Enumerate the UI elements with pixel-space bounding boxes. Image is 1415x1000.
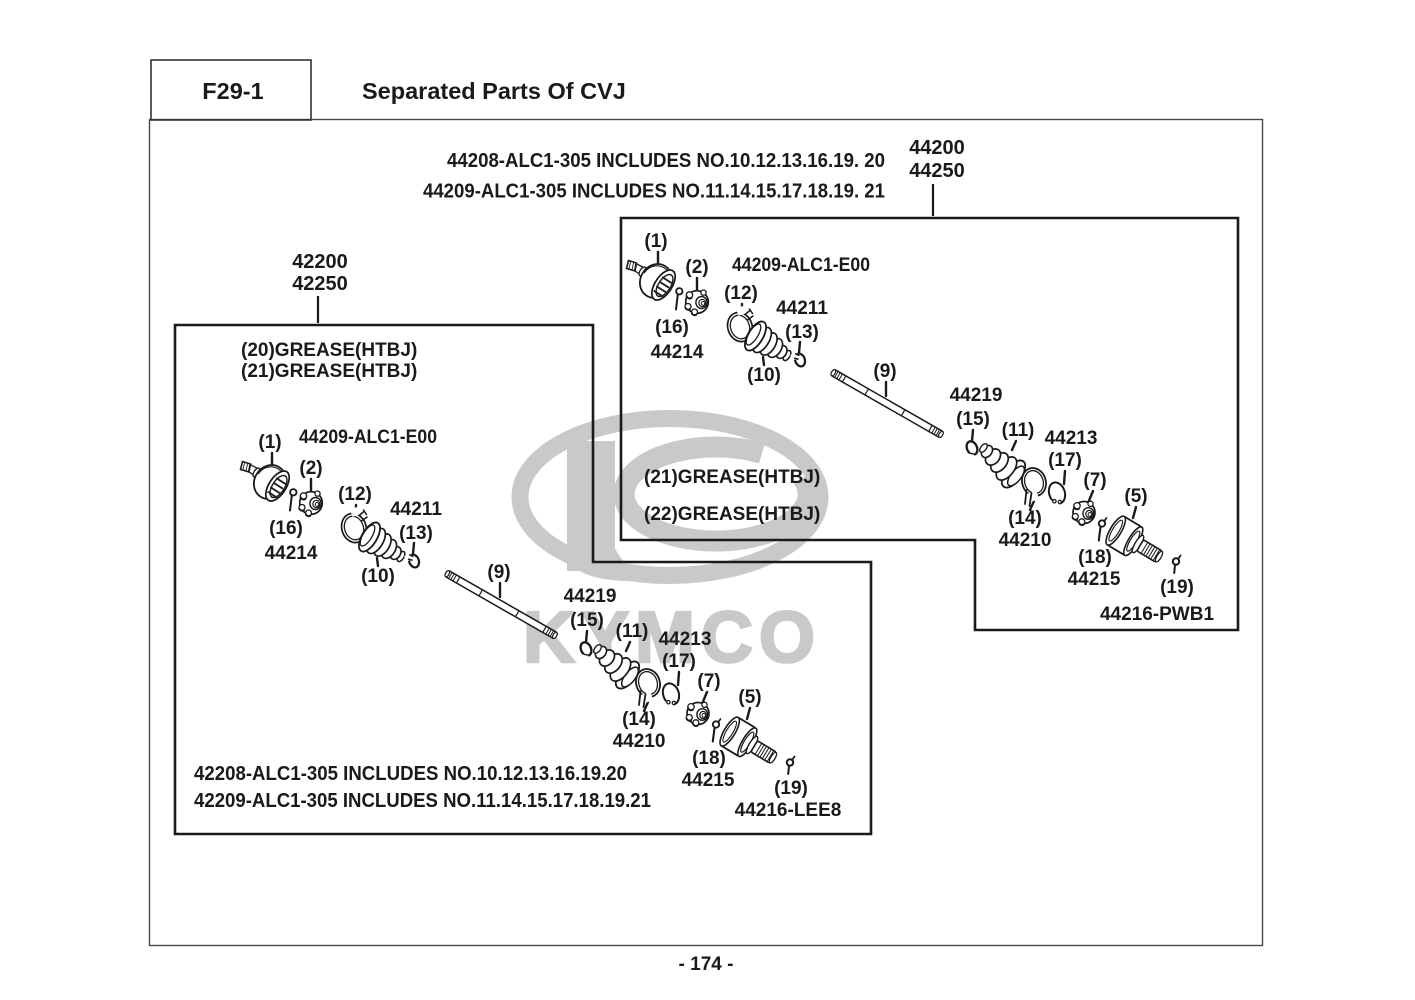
svg-text:44209-ALC1-E00: 44209-ALC1-E00 [299, 427, 437, 448]
svg-text:(21)GREASE(HTBJ): (21)GREASE(HTBJ) [644, 467, 820, 488]
svg-text:42200: 42200 [292, 251, 348, 273]
svg-text:(20)GREASE(HTBJ): (20)GREASE(HTBJ) [241, 340, 417, 361]
svg-text:44216-LEE8: 44216-LEE8 [735, 800, 842, 821]
svg-text:44200: 44200 [909, 137, 965, 159]
svg-text:44209-ALC1-E00: 44209-ALC1-E00 [732, 255, 870, 276]
svg-text:42250: 42250 [292, 273, 348, 295]
svg-text:- 174 -: - 174 - [679, 954, 734, 975]
svg-text:42209-ALC1-305 INCLUDES NO.11.: 42209-ALC1-305 INCLUDES NO.11.14.15.17.1… [194, 790, 651, 812]
svg-text:F29-1: F29-1 [202, 78, 263, 104]
svg-text:44208-ALC1-305 INCLUDES NO.1: 44208-ALC1-305 INCLUDES NO.10.12.13.16.1… [447, 150, 885, 172]
svg-text:(22)GREASE(HTBJ): (22)GREASE(HTBJ) [644, 504, 820, 525]
svg-text:(21)GREASE(HTBJ): (21)GREASE(HTBJ) [241, 361, 417, 382]
svg-text:44209-ALC1-305 INCLUDES NO.1: 44209-ALC1-305 INCLUDES NO.11.14.15.17.1… [423, 181, 885, 203]
svg-text:42208-ALC1-305 INCLUDES NO.10.: 42208-ALC1-305 INCLUDES NO.10.12.13.16.1… [194, 763, 627, 785]
svg-text:44250: 44250 [909, 160, 965, 182]
svg-text:44216-PWB1: 44216-PWB1 [1100, 604, 1214, 625]
svg-text:Separated Parts Of CVJ: Separated Parts Of CVJ [362, 78, 626, 104]
